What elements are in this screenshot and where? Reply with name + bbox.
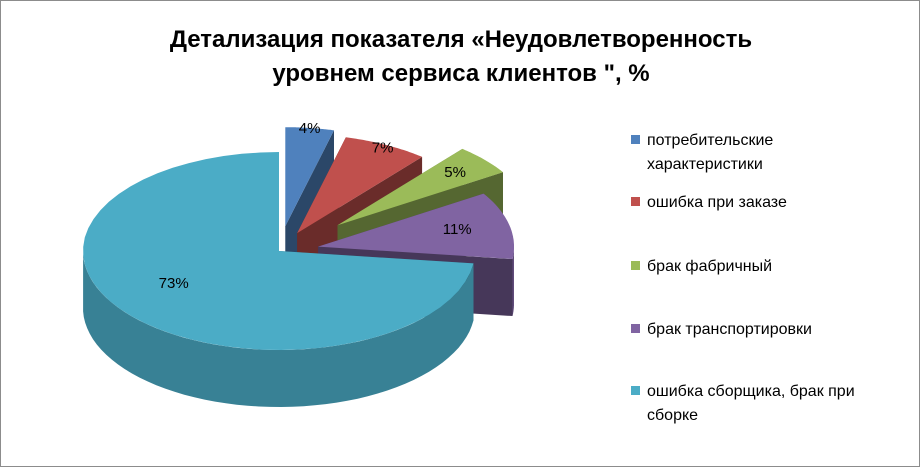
- data-label-factory-defect: 5%: [444, 164, 466, 181]
- pie-slice-top-factory-defect: [337, 148, 503, 226]
- legend-item-order-error: ошибка при заказе: [631, 191, 911, 215]
- pie-slice-top-assembly-error: [83, 152, 474, 350]
- legend-item-assembly-error: ошибка сборщика, брак при сборке: [631, 380, 911, 428]
- chart-title: Детализация показателя «Неудовлетворенно…: [1, 23, 919, 91]
- legend-label-factory-defect: брак фабричный: [647, 258, 773, 275]
- data-label-order-error: 7%: [372, 139, 394, 156]
- pie-slice-assembly-error: [83, 152, 474, 407]
- data-label-assembly-error: 73%: [159, 275, 189, 292]
- legend-label-assembly-error: ошибка сборщика, брак при сборке: [647, 383, 855, 424]
- legend-swatch-transport-defect: [631, 324, 640, 333]
- data-label-consumer: 4%: [299, 120, 321, 137]
- legend-item-factory-defect: брак фабричный: [631, 255, 911, 279]
- legend-swatch-order-error: [631, 197, 640, 206]
- pie-slice-top-transport-defect: [318, 193, 514, 259]
- chart-title-line-2: уровнем сервиса клиентов ", %: [272, 60, 650, 87]
- data-label-transport-defect: 11%: [443, 221, 472, 238]
- legend-label-order-error: ошибка при заказе: [647, 194, 787, 211]
- legend-label-consumer: потребительские характеристики: [647, 132, 774, 173]
- pie-slice-wall-transport-defect: [512, 245, 514, 316]
- chart-title-line-1: Детализация показателя «Неудовлетворенно…: [169, 26, 753, 53]
- legend-item-consumer: потребительские характеристики: [631, 129, 911, 177]
- legend-swatch-assembly-error: [631, 386, 640, 395]
- legend-swatch-factory-defect: [631, 261, 640, 270]
- pie-slice-top-order-error: [297, 137, 423, 234]
- pie-slice-top-consumer: [285, 127, 334, 227]
- pie-slice-wall-assembly-error: [83, 254, 474, 407]
- legend-label-transport-defect: брак транспортировки: [647, 321, 812, 338]
- legend-swatch-consumer: [631, 135, 640, 144]
- legend-item-transport-defect: брак транспортировки: [631, 318, 911, 342]
